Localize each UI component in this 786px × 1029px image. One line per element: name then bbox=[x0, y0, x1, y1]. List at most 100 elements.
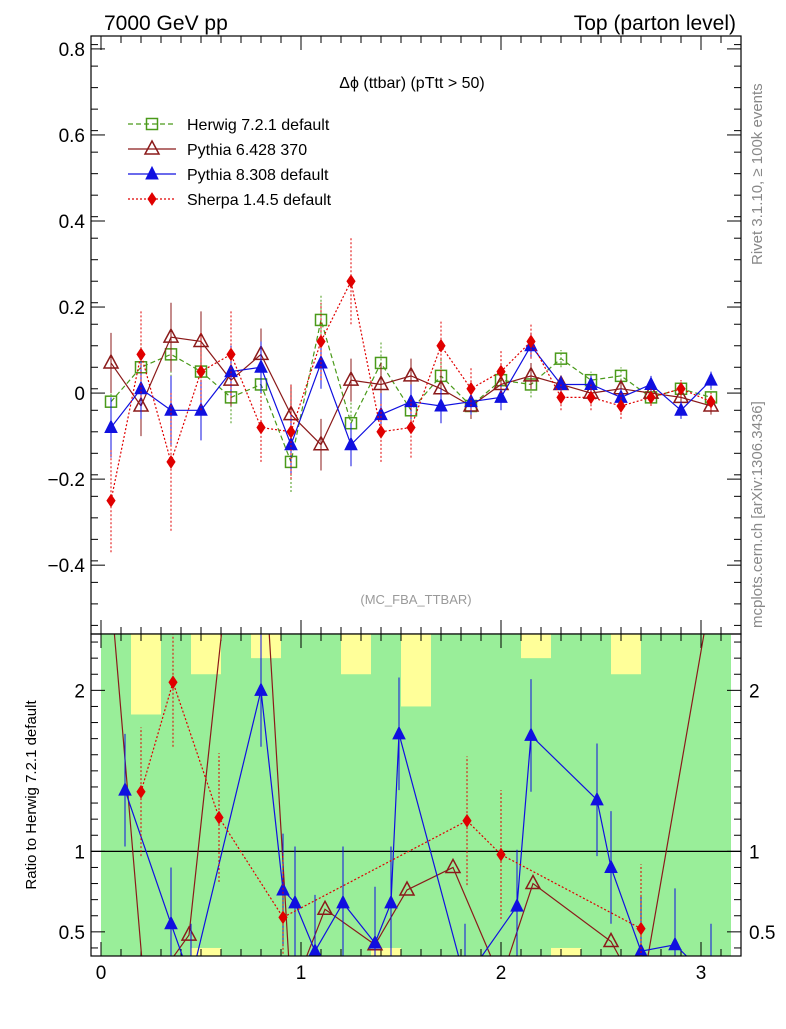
data-point bbox=[634, 943, 648, 956]
data-point bbox=[406, 420, 416, 435]
data-point bbox=[496, 364, 506, 379]
data-point bbox=[398, 880, 416, 896]
y-tick-label: −0.2 bbox=[47, 470, 85, 491]
data-point bbox=[586, 390, 596, 405]
uncertainty-band-inner bbox=[611, 674, 641, 956]
main-title: Δϕ (ttbar) (pTtt > 50) bbox=[339, 75, 484, 92]
data-point bbox=[166, 455, 176, 469]
x-tick-label: 2 bbox=[496, 963, 507, 984]
ratio-y-tick-label: 0.5 bbox=[59, 923, 85, 944]
data-point bbox=[180, 925, 198, 941]
y-tick-label: 0.2 bbox=[59, 298, 85, 319]
data-point bbox=[196, 364, 206, 379]
data-point bbox=[136, 347, 146, 362]
data-point bbox=[496, 847, 506, 862]
uncertainty-band-inner bbox=[431, 634, 461, 956]
data-point bbox=[644, 376, 658, 390]
data-point bbox=[286, 424, 296, 439]
x-tick-label: 0 bbox=[96, 963, 107, 984]
legend-label: Herwig 7.2.1 default bbox=[187, 117, 330, 134]
uncertainty-band-inner bbox=[461, 634, 491, 956]
watermark: (MC_FBA_TTBAR) bbox=[360, 592, 471, 607]
data-point bbox=[314, 354, 328, 369]
legend-label: Pythia 6.428 370 bbox=[187, 142, 307, 159]
data-point bbox=[346, 274, 356, 289]
rivet-label: Rivet 3.1.10, ≥ 100k events bbox=[749, 83, 766, 265]
data-point bbox=[372, 374, 390, 391]
header-left: 7000 GeV pp bbox=[104, 12, 228, 35]
x-tick-label: 3 bbox=[696, 963, 707, 984]
data-point bbox=[616, 399, 626, 413]
uncertainty-band-inner bbox=[161, 634, 191, 956]
y-tick-label: −0.4 bbox=[47, 556, 85, 577]
data-point bbox=[136, 784, 146, 799]
data-point bbox=[145, 165, 159, 180]
y-tick-label: 0.4 bbox=[59, 212, 86, 233]
data-point bbox=[312, 435, 330, 451]
legend-label: Pythia 8.308 default bbox=[187, 167, 329, 184]
uncertainty-band-inner bbox=[191, 674, 221, 948]
ratio-panel: 0.5 0.5 1 1 2 2 0 1 2 3 Ratio to Herwig 7.2.1 def… bbox=[23, 633, 775, 984]
data-point bbox=[316, 899, 334, 916]
uncertainty-band-inner bbox=[641, 634, 671, 956]
data-point bbox=[436, 338, 446, 353]
data-point bbox=[164, 915, 178, 930]
data-point bbox=[676, 381, 686, 396]
mcplots-label: mcplots.cern.ch [arXiv:1306.3436] bbox=[749, 401, 766, 628]
data-point bbox=[524, 727, 538, 741]
ratio-y-tick-label-right: 0.5 bbox=[749, 923, 775, 944]
data-point bbox=[444, 857, 462, 874]
legend-label: Sherpa 1.4.5 default bbox=[187, 192, 332, 209]
header-right: Top (parton level) bbox=[574, 12, 736, 35]
uncertainty-band-inner bbox=[251, 658, 281, 956]
data-point bbox=[308, 943, 322, 956]
data-point bbox=[392, 725, 406, 740]
series-sherpa-1-4-5-default bbox=[106, 238, 716, 553]
data-point bbox=[256, 420, 266, 435]
data-point bbox=[556, 390, 566, 405]
data-point bbox=[604, 859, 618, 873]
uncertainty-band-inner bbox=[131, 714, 161, 956]
data-point bbox=[118, 782, 132, 796]
data-point bbox=[143, 139, 161, 155]
data-point bbox=[384, 894, 398, 909]
data-point bbox=[636, 921, 646, 936]
data-point bbox=[102, 353, 120, 369]
data-point bbox=[646, 390, 656, 405]
data-point bbox=[288, 894, 302, 909]
ratio-frame bbox=[90, 633, 742, 957]
data-point bbox=[674, 402, 688, 416]
data-point bbox=[526, 334, 536, 349]
data-point bbox=[106, 493, 116, 508]
uncertainty-band-inner bbox=[701, 634, 731, 956]
data-point bbox=[342, 370, 360, 386]
data-point bbox=[254, 359, 268, 373]
data-point bbox=[162, 327, 180, 343]
ratio-series-group bbox=[113, 634, 712, 956]
data-point bbox=[344, 436, 358, 451]
data-point bbox=[510, 897, 524, 912]
main-panel: Δϕ (ttbar) (pTtt > 50) (MC_FBA_TTBAR) −0… bbox=[47, 35, 742, 635]
ratio-y-tick-label: 2 bbox=[74, 681, 85, 702]
data-point bbox=[462, 813, 472, 828]
series-line bbox=[110, 279, 712, 501]
legend: Herwig 7.2.1 default Pythia 6.428 370 Pyth… bbox=[128, 117, 332, 209]
data-point bbox=[402, 366, 420, 382]
data-point bbox=[668, 936, 682, 951]
data-point bbox=[466, 381, 476, 396]
data-point bbox=[145, 117, 159, 131]
x-tick-label: 1 bbox=[296, 963, 307, 984]
data-point bbox=[702, 396, 720, 412]
data-point bbox=[602, 931, 620, 948]
data-point bbox=[214, 810, 224, 825]
y-tick-label: 0 bbox=[74, 384, 85, 405]
data-point bbox=[494, 389, 508, 403]
ratio-series-sherpa-1-4-5-default bbox=[136, 634, 646, 956]
y-tick-label: 0.8 bbox=[59, 40, 85, 61]
data-point bbox=[704, 372, 718, 386]
ratio-y-tick-label-right: 1 bbox=[749, 842, 760, 863]
uncertainty-band-inner bbox=[341, 674, 371, 956]
uncertainty-band-inner bbox=[401, 706, 431, 956]
